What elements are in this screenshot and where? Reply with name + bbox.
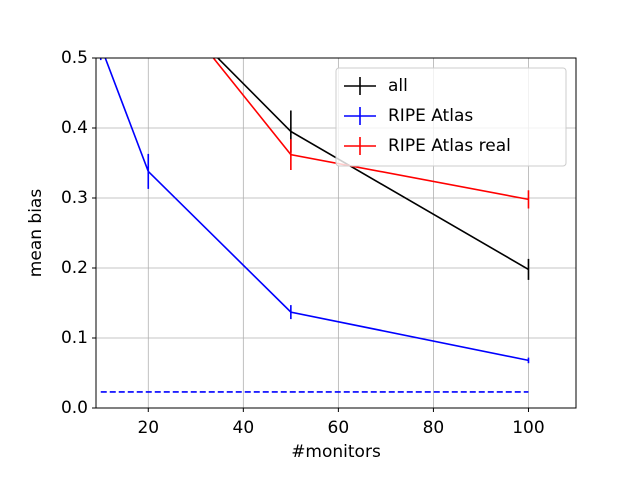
legend-box	[335, 67, 567, 167]
plot-area	[99, 58, 530, 393]
x-axis-label: #monitors	[291, 442, 381, 462]
y-tick-label: 0.0	[61, 398, 88, 418]
legend-label: all	[388, 76, 408, 96]
y-tick-label: 0.3	[61, 188, 88, 208]
x-tick-label: 80	[423, 418, 445, 438]
y-axis-label: mean bias	[26, 189, 46, 278]
x-tick-label: 20	[137, 418, 159, 438]
x-tick-label: 100	[512, 418, 544, 438]
x-tick-label: 60	[328, 418, 350, 438]
x-tick-label: 40	[233, 418, 255, 438]
legend-label: RIPE Atlas	[388, 106, 473, 126]
series-line	[104, 58, 529, 362]
y-tick-label: 0.1	[61, 328, 88, 348]
y-tick-label: 0.4	[61, 118, 88, 138]
y-tick-label: 0.5	[61, 48, 88, 68]
legend-label: RIPE Atlas real	[388, 136, 511, 156]
axes-frame	[95, 57, 577, 409]
legend: all RIPE Atlas RIPE Atlas real	[335, 67, 567, 167]
y-tick-label: 0.2	[61, 258, 88, 278]
axes: 20 40 60 80 100 0.0 0.1 0.2 0.3 0.4 0.5	[61, 48, 545, 438]
